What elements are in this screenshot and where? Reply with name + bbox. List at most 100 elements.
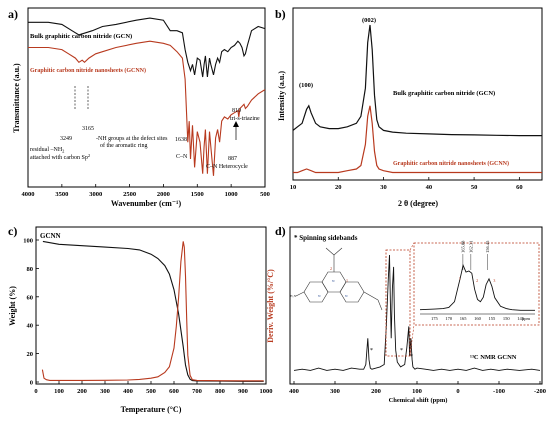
ftir-ann-nh2-2-sup: 2: [88, 153, 90, 158]
nmr-inset-peak-label: 156.45: [485, 240, 490, 253]
ftir-x-tick-label: 500: [260, 191, 270, 198]
ftir-series-label-bulk: Bulk graphitic carbon nitride (GCN): [30, 33, 132, 40]
ftir-ann-1638: 1638: [175, 137, 187, 143]
xrd-xlabel: 2 θ (degree): [398, 199, 438, 208]
nmr-inset-site-label: 1: [459, 276, 461, 281]
nmr-x-tick-label: 200: [371, 388, 381, 395]
xrd-x-tick-label: 30: [380, 184, 387, 191]
nmr-inset-line: [419, 263, 535, 311]
ftir-x-tick-label: 4000: [22, 191, 35, 198]
tga-ticks: 0 100 200 300 400 500 600 700 800 900 1000 0 20 40 60 8…: [23, 238, 272, 396]
ftir-ann-nh-1: -NH groups at the defect sites: [96, 135, 168, 142]
site-label-2: 2: [330, 266, 332, 271]
nmr-inset-site-label: 2: [476, 278, 478, 283]
xrd-line-bulk: [292, 24, 542, 137]
tga-y-tick-label: 100: [23, 238, 33, 245]
ftir-x-ticks: 4000 3500 3000 2500 2000 1500 1000 500: [22, 184, 270, 198]
ftir-ann-nh2-2-text: attached with carbon Sp: [30, 155, 88, 161]
ftir-xlabel: Wavenumber (cm⁻¹): [111, 199, 182, 208]
tga-legend: GCNN: [40, 232, 61, 240]
ftir-arrow-head: [233, 121, 239, 127]
ftir-x-tick-label: 3500: [55, 191, 68, 198]
ftir-line-bulk: [28, 17, 266, 78]
panel-label-b: b): [275, 7, 286, 21]
nmr-legend: * Spinning sidebands: [294, 234, 358, 242]
panel-label-d: d): [275, 224, 286, 238]
nmr-xlabel: Chemical shift (ppm): [389, 397, 448, 404]
tga-xlabel: Temperature (°C): [121, 405, 182, 414]
ftir-series: [28, 17, 266, 176]
ftir-x-tick-label: 1000: [225, 191, 238, 198]
ftir-ann-nh2-2: attached with carbon Sp2: [30, 153, 90, 161]
ftir-ylabel: Transmittance (a.u.): [12, 63, 21, 133]
atom-n: N: [318, 294, 321, 298]
tga-line-weight: [42, 240, 264, 382]
nmr-series-label: ¹³C NMR GCNN: [470, 354, 517, 361]
tga-line-deriv: [41, 241, 264, 382]
ftir-line-nanosheets: [28, 40, 266, 176]
ftir-ann-nh2-1-text: residual –NH: [30, 147, 63, 153]
tga-series: [41, 240, 264, 382]
nmr-inset-tick-label: 145: [517, 316, 525, 321]
nmr-frame: [289, 226, 543, 385]
tga-x-tick-label: 900: [238, 388, 248, 395]
ftir-x-tick-label: 3000: [89, 191, 102, 198]
tga-x-tick-label: 500: [146, 388, 156, 395]
ftir-ann-3249: 3249: [60, 136, 72, 142]
tga-panel: 0 100 200 300 400 500 600 700 800 900 1000 0 20 40 60 8…: [8, 226, 275, 414]
atom-nh2: H₂N: [290, 294, 297, 298]
nmr-inset-tick-label: 160: [474, 316, 482, 321]
nmr-x-tick-label: 100: [412, 388, 422, 395]
tga-x-tick-label: 100: [54, 388, 64, 395]
heptazine-atoms: N N N H₂N: [290, 279, 348, 298]
ftir-panel: 4000 3500 3000 2500 2000 1500 1000 500 Wavenumb…: [12, 7, 270, 208]
tga-y-tick-label: 80: [27, 266, 34, 273]
panel-label-a: a): [8, 7, 18, 21]
tga-x-tick-label: 300: [100, 388, 110, 395]
tga-x-tick-label: 400: [123, 388, 133, 395]
nmr-inset-site-label: 3: [493, 278, 495, 283]
nmr-zoom-region: [385, 249, 411, 357]
xrd-frame: [292, 7, 543, 181]
ftir-ann-triazine: tri-s-triazine: [230, 116, 260, 122]
xrd-series-label-bulk: Bulk graphitic carbon nitride (GCN): [393, 90, 495, 97]
site-label-1: 1: [346, 278, 348, 283]
xrd-panel: 10 20 30 40 50 60 2 θ (degree) Intensity (a.u…: [277, 7, 543, 208]
xrd-line-nanosheets: [293, 105, 542, 174]
tga-y-tick-label: 20: [27, 351, 34, 358]
tga-x-tick-label: 0: [34, 388, 37, 395]
sideband-marker: *: [400, 348, 403, 354]
nmr-inset-unit: ppm: [522, 316, 531, 321]
panel-label-c: c): [8, 224, 17, 238]
ftir-ann-810: 810: [232, 108, 241, 114]
ftir-ann-nh2-1: residual –NH2: [30, 147, 64, 154]
xrd-peak-002: (002): [362, 17, 376, 24]
nmr-line: [293, 254, 541, 371]
heptazine-structure-icon: [295, 247, 383, 311]
ftir-ann-nh-2: of the aromatic ring: [100, 142, 147, 149]
ftir-x-tick-label: 1500: [191, 191, 204, 198]
atom-n: N: [332, 279, 335, 283]
tga-y-tick-label: 0: [30, 380, 33, 387]
nmr-x-tick-label: -200: [534, 388, 546, 395]
nmr-inset-tick-label: 165: [460, 316, 468, 321]
ftir-x-tick-label: 2500: [123, 191, 136, 198]
xrd-x-tick-label: 40: [426, 184, 433, 191]
tga-x-tick-label: 600: [169, 388, 179, 395]
nmr-series: [293, 254, 541, 371]
xrd-x-tick-label: 20: [335, 184, 342, 191]
ftir-ann-887: 887: [228, 156, 237, 162]
tga-y-tick-label: 40: [27, 323, 34, 330]
nmr-inset-peak-label: 165.08: [460, 240, 465, 253]
xrd-ylabel: Intensity (a.u.): [277, 71, 286, 121]
ftir-x-tick-label: 2000: [157, 191, 170, 198]
nmr-inset-tick-label: 150: [503, 316, 511, 321]
tga-frame: [35, 226, 267, 385]
tga-ylabel: Weight (%): [8, 286, 17, 326]
nmr-connector-top: [409, 242, 415, 251]
xrd-x-tick-label: 50: [471, 184, 478, 191]
nmr-inset-tick-label: 170: [445, 316, 453, 321]
nmr-inset-frame: [413, 242, 540, 326]
tga-x-tick-label: 200: [77, 388, 87, 395]
